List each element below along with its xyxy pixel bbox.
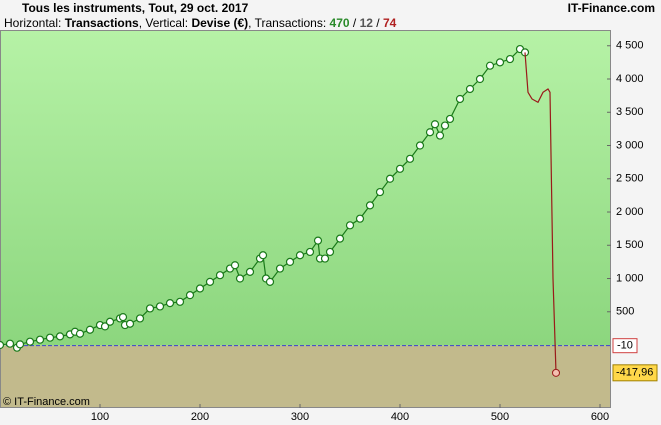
- trade-marker: [45, 333, 55, 342]
- trade-marker: [345, 221, 355, 230]
- trade-marker: [165, 299, 175, 308]
- x-tick-label: 400: [391, 411, 409, 423]
- trade-marker: [175, 297, 185, 306]
- trade-marker: [85, 325, 95, 334]
- equity-line: [524, 52, 557, 373]
- x-tick-label: 600: [591, 411, 609, 423]
- trade-marker: [195, 284, 205, 293]
- trade-marker: [118, 312, 128, 322]
- trade-marker: [475, 74, 485, 84]
- y-tick-label: 4 000: [616, 73, 644, 85]
- trade-marker: [205, 277, 215, 286]
- sep: /: [376, 16, 380, 30]
- trade-marker: [135, 314, 145, 323]
- trade-marker: [405, 154, 415, 163]
- trade-marker: [265, 277, 275, 286]
- last-badge: [612, 364, 658, 382]
- x-tick-label: 200: [191, 411, 209, 423]
- trade-marker: [105, 317, 115, 326]
- trade-marker: [5, 339, 15, 348]
- x-tick-label: 300: [291, 411, 309, 423]
- neutral: 12: [359, 16, 373, 30]
- reference-badge: [612, 338, 638, 354]
- wins: 470: [329, 16, 350, 30]
- label: Transactions:: [254, 16, 327, 30]
- y-tick-label: 2 500: [616, 173, 644, 185]
- trade-marker: [495, 58, 505, 67]
- trade-marker: [355, 214, 365, 223]
- chart-title: Tous les instruments, Tout, 29 oct. 2017: [22, 1, 249, 15]
- y-tick-label: 3 000: [616, 139, 644, 151]
- trade-marker: [285, 257, 295, 266]
- trade-marker: [275, 264, 285, 273]
- trade-marker: [313, 236, 323, 245]
- label: Horizontal:: [4, 16, 62, 30]
- trade-marker: [155, 302, 165, 311]
- brand: IT-Finance.com: [567, 1, 655, 15]
- trade-marker: [365, 201, 375, 210]
- trade-marker: [75, 329, 85, 338]
- trade-marker: [465, 84, 475, 94]
- trade-marker: [385, 174, 395, 183]
- y-tick-label: 2 000: [616, 206, 644, 218]
- trade-marker: [235, 274, 245, 283]
- trade-marker: [100, 322, 110, 331]
- trade-marker: [440, 121, 450, 130]
- last-marker: [552, 368, 560, 377]
- trade-marker: [435, 131, 445, 140]
- plot-border: [0, 30, 611, 408]
- trade-marker: [455, 94, 465, 104]
- value: Transactions: [64, 16, 139, 30]
- label: Vertical:: [145, 16, 189, 30]
- trade-marker: [505, 54, 515, 64]
- trade-marker: [305, 247, 315, 257]
- trade-marker: [55, 332, 65, 341]
- footer: © IT-Finance.com: [3, 396, 90, 408]
- trade-marker: [145, 304, 155, 313]
- value: Devise (€): [191, 16, 249, 30]
- losses: 74: [382, 16, 397, 30]
- y-tick-label: 3 500: [616, 106, 644, 118]
- positive-zone: [0, 30, 611, 346]
- y-tick-label: 4 500: [616, 40, 644, 52]
- trade-marker: [25, 337, 35, 346]
- trade-marker: [485, 61, 495, 70]
- trade-marker: [415, 141, 425, 150]
- last-label: -417,96: [616, 367, 653, 379]
- trade-marker: [245, 267, 255, 276]
- trade-marker: [258, 251, 268, 260]
- trade-marker: [395, 164, 405, 173]
- trade-marker: [185, 291, 195, 300]
- trade-marker: [430, 120, 440, 129]
- trade-marker: [230, 261, 240, 270]
- trade-marker: [35, 335, 45, 344]
- subtitle: Horizontal: Transactions, Vertical: Devi…: [4, 16, 397, 30]
- trade-marker: [320, 254, 330, 263]
- y-tick-label: 1 000: [616, 272, 644, 284]
- trade-marker: [0, 340, 5, 350]
- trade-marker: [375, 187, 385, 197]
- trade-marker: [445, 114, 455, 124]
- trade-marker: [215, 271, 225, 280]
- trade-marker: [125, 319, 135, 328]
- x-tick-label: 100: [91, 411, 109, 423]
- trade-marker: [295, 251, 305, 260]
- x-tick-label: 500: [491, 411, 509, 423]
- trade-marker: [335, 234, 345, 243]
- trade-marker: [15, 340, 25, 349]
- sep: /: [352, 16, 357, 30]
- negative-zone: [0, 345, 611, 408]
- y-tick-label: 500: [616, 306, 634, 318]
- reference-label: -10: [617, 340, 633, 352]
- y-tick-label: 1 500: [616, 239, 644, 251]
- trade-marker: [425, 128, 435, 137]
- trade-marker: [325, 247, 335, 257]
